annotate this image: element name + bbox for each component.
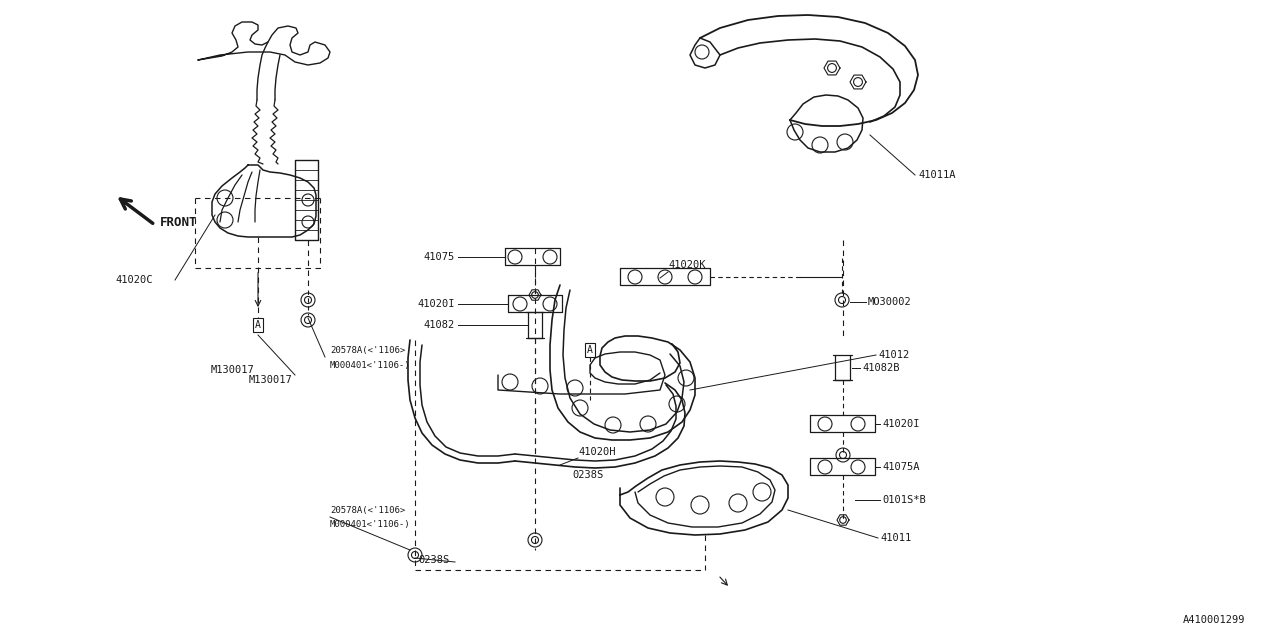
Text: 0238S: 0238S: [572, 470, 603, 480]
Text: 41082B: 41082B: [861, 363, 900, 373]
Text: A: A: [255, 320, 261, 330]
Text: M130017: M130017: [210, 365, 253, 375]
Text: 0238S: 0238S: [419, 555, 451, 565]
Text: A410001299: A410001299: [1183, 615, 1245, 625]
Text: 41082: 41082: [424, 320, 454, 330]
Text: 41075A: 41075A: [882, 462, 919, 472]
Text: 41020I: 41020I: [417, 299, 454, 309]
Text: 41011: 41011: [881, 533, 911, 543]
Text: M000401<'1106-): M000401<'1106-): [330, 520, 411, 529]
Text: FRONT: FRONT: [160, 216, 197, 228]
Text: 41020H: 41020H: [579, 447, 616, 457]
Text: 41012: 41012: [878, 350, 909, 360]
Text: M130017: M130017: [248, 375, 292, 385]
Text: 0101S*B: 0101S*B: [882, 495, 925, 505]
Text: 41020I: 41020I: [882, 419, 919, 429]
Text: MO30002: MO30002: [868, 297, 911, 307]
Text: 41020K: 41020K: [668, 260, 705, 270]
Text: 20578A(<'1106>: 20578A(<'1106>: [330, 506, 406, 515]
Text: A: A: [588, 345, 593, 355]
Text: 41020C: 41020C: [115, 275, 152, 285]
Text: 41075: 41075: [424, 252, 454, 262]
Text: M000401<'1106-): M000401<'1106-): [330, 360, 411, 369]
Text: 20578A(<'1106>: 20578A(<'1106>: [330, 346, 406, 355]
Text: 41011A: 41011A: [918, 170, 955, 180]
